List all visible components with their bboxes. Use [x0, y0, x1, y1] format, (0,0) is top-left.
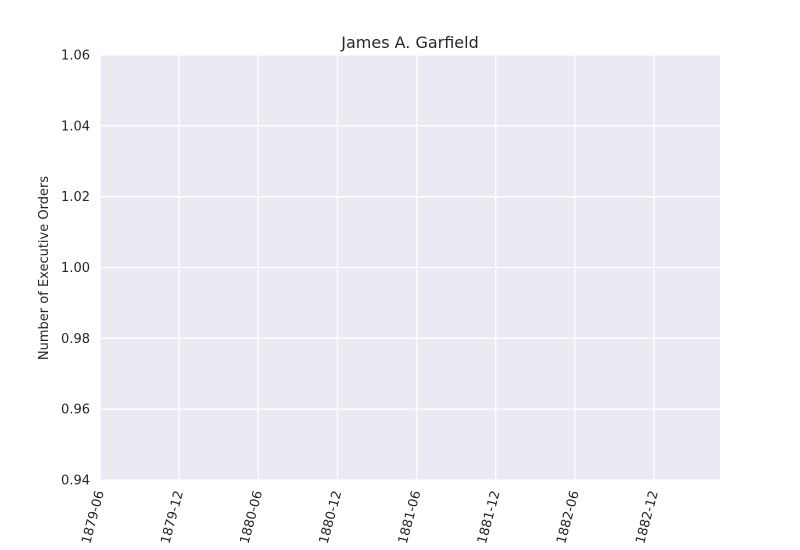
grid-lines	[99, 54, 720, 481]
y-tick-label: 0.98	[61, 332, 90, 347]
y-tick-label: 1.06	[61, 49, 90, 64]
y-axis: 0.94 0.96 0.98 1.00 1.02 1.04 1.06	[61, 49, 90, 489]
y-tick-label: 1.04	[61, 119, 90, 134]
chart-title: James A. Garfield	[340, 33, 479, 52]
y-tick-label: 1.02	[61, 190, 90, 205]
y-tick-label: 0.94	[61, 474, 90, 489]
y-axis-label: Number of Executive Orders	[37, 176, 52, 360]
y-tick-label: 1.00	[61, 261, 90, 276]
y-tick-label: 0.96	[61, 403, 90, 418]
